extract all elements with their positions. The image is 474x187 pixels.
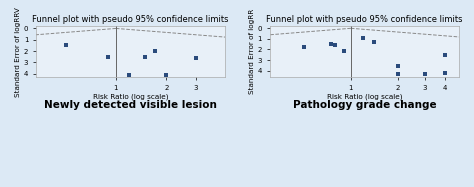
X-axis label: Risk Ratio (log scale): Risk Ratio (log scale) xyxy=(327,94,402,100)
X-axis label: Risk Ratio (log scale): Risk Ratio (log scale) xyxy=(93,94,168,100)
Point xyxy=(300,46,308,49)
Point xyxy=(441,72,448,75)
Point xyxy=(370,40,377,43)
Point xyxy=(163,73,170,76)
Text: Newly detected visible lesion: Newly detected visible lesion xyxy=(44,100,217,111)
Point xyxy=(332,44,339,47)
Point xyxy=(62,44,69,47)
Point xyxy=(421,73,429,76)
Point xyxy=(151,50,158,53)
Point xyxy=(125,73,133,76)
Point xyxy=(394,65,401,68)
Point xyxy=(359,37,367,40)
Y-axis label: Standard Error of logRR: Standard Error of logRR xyxy=(249,9,255,94)
Point xyxy=(105,55,112,58)
Y-axis label: Standard Error of logRRV: Standard Error of logRRV xyxy=(15,7,21,96)
Point xyxy=(340,50,347,53)
Title: Funnel plot with pseudo 95% confidence limits: Funnel plot with pseudo 95% confidence l… xyxy=(32,15,229,24)
Text: Pathology grade change: Pathology grade change xyxy=(292,100,436,111)
Point xyxy=(192,56,200,59)
Point xyxy=(441,54,448,57)
Point xyxy=(394,73,401,76)
Point xyxy=(142,56,149,59)
Point xyxy=(328,42,335,45)
Title: Funnel plot with pseudo 95% confidence limits: Funnel plot with pseudo 95% confidence l… xyxy=(266,15,463,24)
